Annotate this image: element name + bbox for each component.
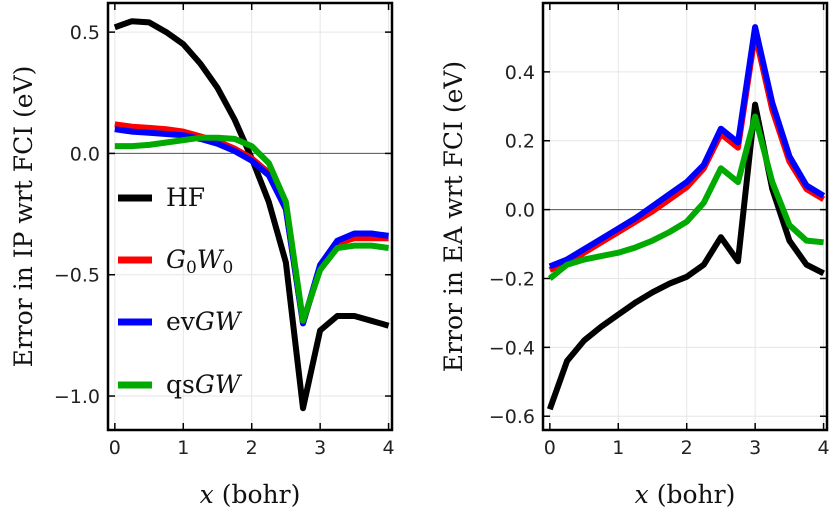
- series-group: [546, 24, 826, 411]
- y-tick-label: 0.2: [505, 131, 535, 153]
- y-tick-label: 0.0: [70, 143, 100, 165]
- y-tick-label: 0.4: [505, 62, 535, 84]
- x-tick-label: 4: [383, 437, 395, 459]
- series-line-qsgw: [547, 113, 824, 281]
- y-tick-label: 0.5: [70, 22, 100, 44]
- legend-label-hf: HF: [166, 183, 205, 212]
- y-tick-label: −1.0: [54, 386, 100, 408]
- x-tick-label: 1: [177, 437, 189, 459]
- plot-frame: [541, 1, 829, 432]
- series-line-evgw: [114, 126, 390, 327]
- y-tick-label: −0.2: [489, 268, 535, 290]
- y-tick-label: −0.4: [489, 337, 535, 359]
- x-tick-label: 3: [749, 437, 761, 459]
- x-tick-label: 2: [246, 437, 258, 459]
- legend: HF G0W0 evGW qsGW: [118, 183, 243, 399]
- x-tick-label: 0: [544, 437, 556, 459]
- series-line-qsgw: [114, 134, 390, 324]
- x-tick-label: 4: [818, 437, 830, 459]
- x-tick-label: 0: [109, 437, 121, 459]
- legend-label-evgw: evGW: [166, 307, 243, 336]
- ip-error-panel: 0 1 2 3 4 0.5 0.0 −0.5 −1.0 x (bohr) Error in IP w…: [9, 1, 395, 509]
- x-tick-label: 1: [612, 437, 624, 459]
- series-group: [113, 18, 390, 412]
- legend-label-qsgw: qsGW: [166, 370, 243, 399]
- y-axis-title: Error in EA wrt FCI (eV): [439, 61, 468, 372]
- series-line-evgw: [548, 24, 826, 270]
- x-tick-label: 2: [681, 437, 693, 459]
- x-axis-title: x (bohr): [635, 480, 736, 509]
- y-axis-title: Error in IP wrt FCI (eV): [9, 66, 38, 368]
- y-tick-label: −0.5: [54, 265, 100, 287]
- plot-frame: [106, 1, 394, 432]
- y-tick-label: −0.6: [489, 406, 535, 428]
- x-tick-label: 3: [314, 437, 326, 459]
- series-line-hf: [546, 101, 825, 411]
- legend-label-g0w0: G0W0: [166, 245, 233, 278]
- ea-error-panel: 0 1 2 3 4 0.4 0.2 0.0 −0.2 −0.4 −0.6 x (bohr) Error …: [439, 1, 830, 509]
- y-tick-label: 0.0: [505, 200, 535, 222]
- x-axis-title: x (bohr): [200, 480, 301, 509]
